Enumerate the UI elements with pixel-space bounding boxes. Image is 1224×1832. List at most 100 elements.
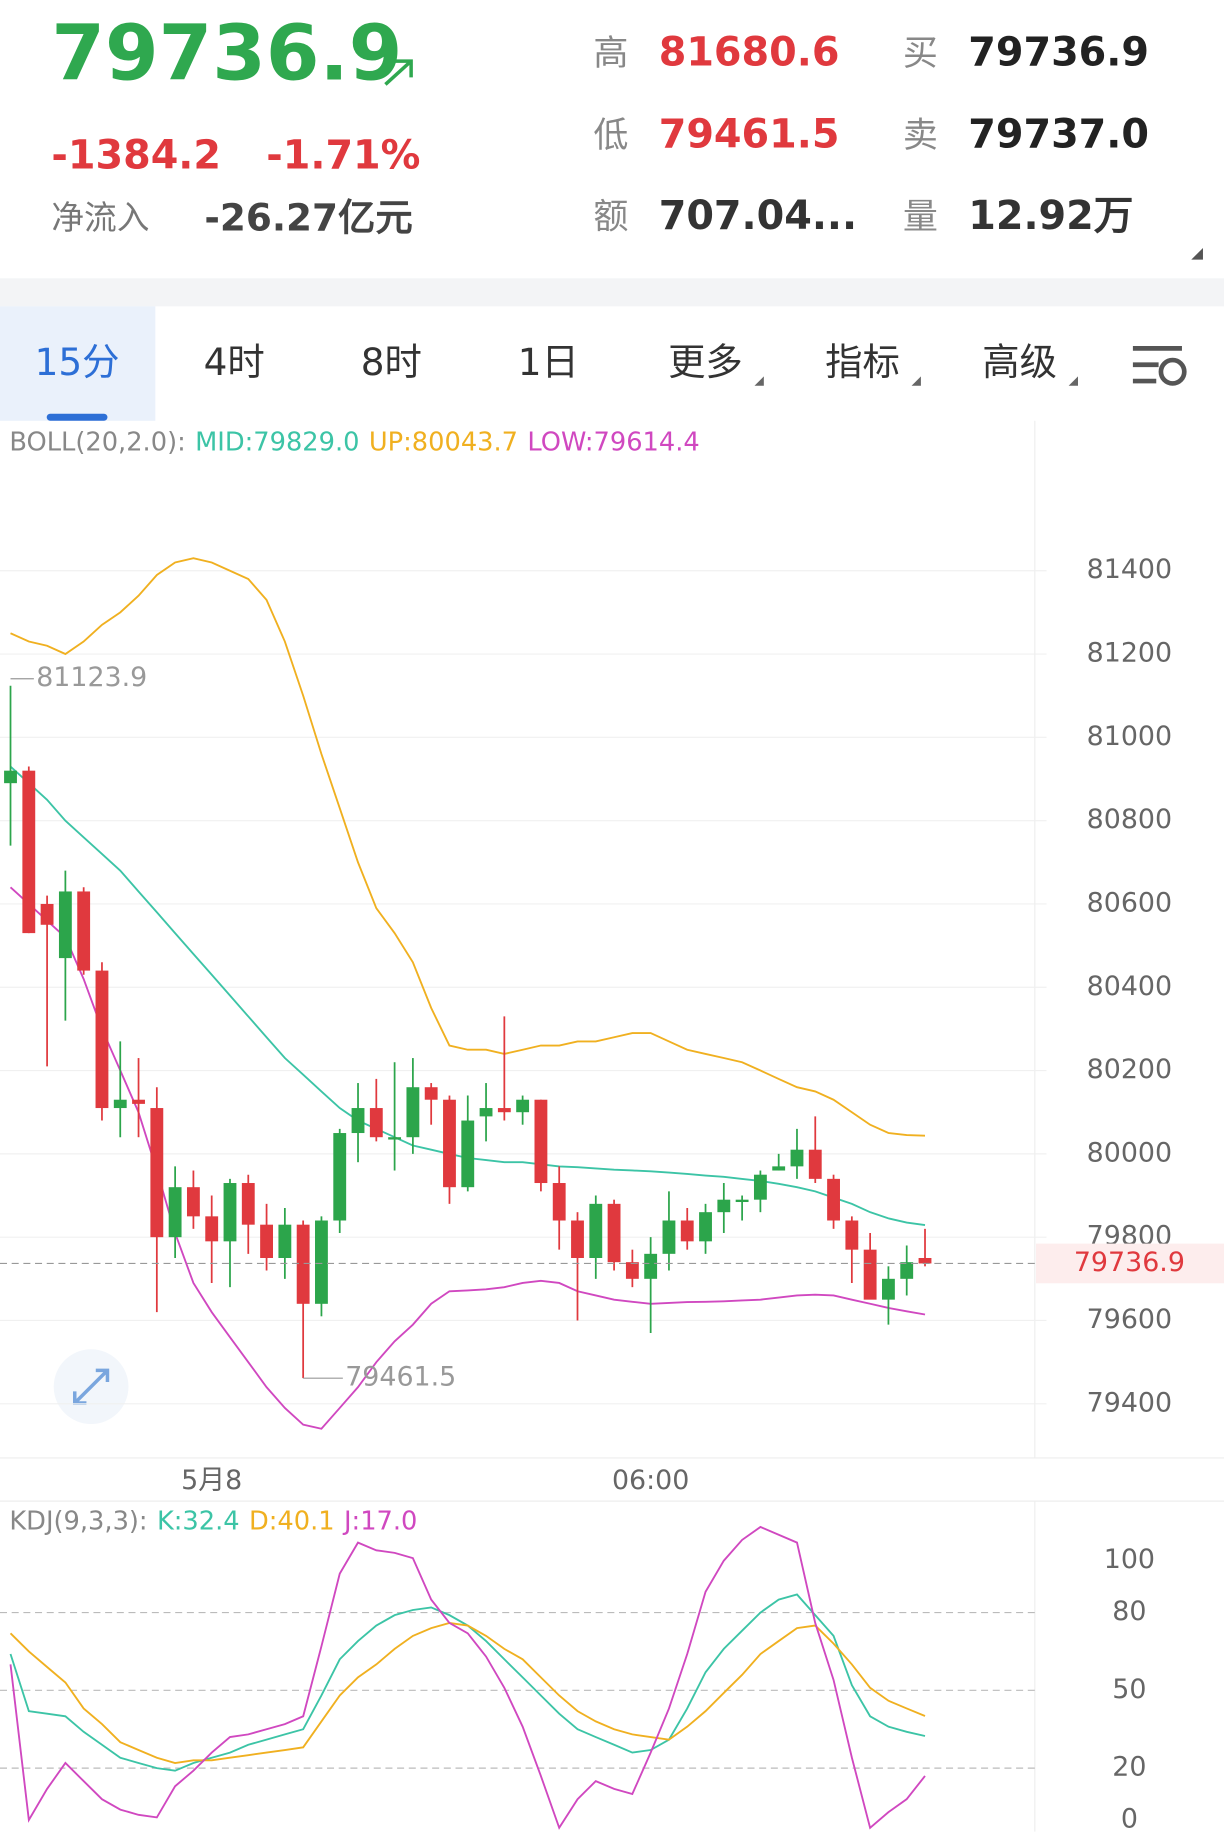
candle-body <box>369 1108 383 1138</box>
candle-body <box>497 1108 511 1113</box>
plot <box>4 557 932 1430</box>
x-tick-label: 5月8 <box>181 1465 242 1496</box>
candle-body <box>827 1178 840 1221</box>
candle-body <box>223 1183 237 1242</box>
tab[interactable]: 1日 <box>518 340 579 384</box>
indicator-label: KDJ(9,3,3): <box>9 1507 147 1537</box>
legend-entry: LOW:79614.4 <box>527 427 699 457</box>
candle-body <box>388 1137 402 1140</box>
candle-body <box>77 891 91 971</box>
candle-body <box>790 1149 804 1167</box>
candle-body <box>772 1166 786 1171</box>
expand-triangle[interactable] <box>1191 247 1203 260</box>
candle-body <box>95 970 109 1109</box>
y-tick-label: 79600 <box>1087 1304 1172 1335</box>
y-tick-label: 79400 <box>1087 1387 1172 1418</box>
candle-body <box>168 1187 182 1238</box>
plot <box>9 1525 926 1830</box>
change-pct: -1.71% <box>266 133 420 179</box>
y-tick-label: 81200 <box>1087 638 1172 669</box>
tab[interactable]: 15分 <box>35 340 120 384</box>
candle-body <box>479 1108 493 1117</box>
tab[interactable]: 指标 <box>825 340 900 384</box>
stat-label: 买 <box>903 33 938 74</box>
candle-body <box>205 1216 219 1242</box>
stat-label: 低 <box>593 115 628 156</box>
low-annotation: 79461.5 <box>345 1362 456 1393</box>
candle-body <box>113 1099 127 1109</box>
tab-dropdown <box>911 376 921 386</box>
x-tick-label: 06:00 <box>612 1465 689 1496</box>
tab[interactable]: 高级 <box>982 340 1057 384</box>
tab[interactable]: 更多 <box>668 340 743 384</box>
candle-body <box>186 1187 200 1217</box>
candle-body <box>424 1087 438 1100</box>
stat-label: 量 <box>903 197 938 238</box>
y-tick-label: 100 <box>1104 1544 1155 1575</box>
candle-body <box>607 1203 621 1263</box>
stat-value: 79736.9 <box>968 30 1149 76</box>
indicator-line <box>9 1525 926 1830</box>
candle-body <box>808 1149 822 1179</box>
high-annotation: 81123.9 <box>36 662 147 693</box>
candle-body <box>260 1224 273 1258</box>
candle-body <box>40 903 54 925</box>
candle-body <box>296 1224 310 1304</box>
candle-body <box>150 1108 164 1238</box>
y-tick-label: 80000 <box>1087 1137 1172 1168</box>
y-tick-label: 80800 <box>1087 804 1172 835</box>
indicator-label: BOLL(20,2.0): <box>9 427 185 457</box>
candle-body <box>534 1099 548 1184</box>
divider <box>0 278 1224 307</box>
candle-body <box>315 1220 328 1304</box>
fullscreen-button[interactable] <box>53 1349 129 1425</box>
y-tick-label: 50 <box>1112 1674 1146 1705</box>
tab[interactable]: 8时 <box>361 340 422 384</box>
stat-label: 卖 <box>903 115 938 156</box>
y-tick-label: 80 <box>1112 1596 1146 1627</box>
candle-body <box>882 1278 895 1300</box>
settings-icon[interactable] <box>1132 346 1187 386</box>
candle-body <box>662 1220 676 1254</box>
candle-body <box>900 1262 914 1279</box>
y-tick-label: 80400 <box>1087 971 1172 1002</box>
y-tick-label: 80600 <box>1087 887 1172 918</box>
candle-body <box>571 1220 584 1258</box>
up-arrow <box>384 59 413 86</box>
tab-underline <box>46 413 108 421</box>
y-tick-label: 80200 <box>1087 1054 1172 1085</box>
candle-body <box>845 1220 859 1250</box>
tab-dropdown <box>754 376 764 386</box>
tab[interactable]: 4时 <box>204 340 265 384</box>
candle-body <box>4 770 17 784</box>
last-price-label: 79736.9 <box>1074 1247 1185 1278</box>
candle-body <box>351 1108 365 1134</box>
candle-body <box>552 1183 566 1221</box>
candle-body <box>863 1249 877 1300</box>
last-price-bg <box>1035 1243 1224 1284</box>
candle-body <box>406 1087 420 1138</box>
indicator-line <box>10 557 926 1137</box>
candle-body <box>461 1120 475 1188</box>
y-tick-label: 0 <box>1121 1803 1138 1832</box>
candle-body <box>717 1199 731 1213</box>
legend-entry: UP:80043.7 <box>369 427 518 457</box>
y-tick-label: 81400 <box>1087 554 1172 585</box>
change: -1384.2 <box>51 133 221 179</box>
stat-value: 81680.6 <box>659 30 840 76</box>
candle-body <box>241 1183 255 1225</box>
candle-body <box>680 1220 694 1242</box>
price: 79736.9 <box>51 9 402 99</box>
candle-body <box>333 1133 347 1221</box>
stat-label: 高 <box>593 33 628 74</box>
indicator-line <box>9 1622 926 1764</box>
candle-body <box>918 1257 932 1264</box>
stat-value: 12.92万 <box>968 193 1133 239</box>
y-tick-label: 81000 <box>1087 721 1172 752</box>
candle-body <box>22 770 36 934</box>
stat-label: 额 <box>593 197 628 238</box>
net-inflow-label: 净流入 <box>51 199 149 237</box>
tab-dropdown <box>1068 376 1079 386</box>
